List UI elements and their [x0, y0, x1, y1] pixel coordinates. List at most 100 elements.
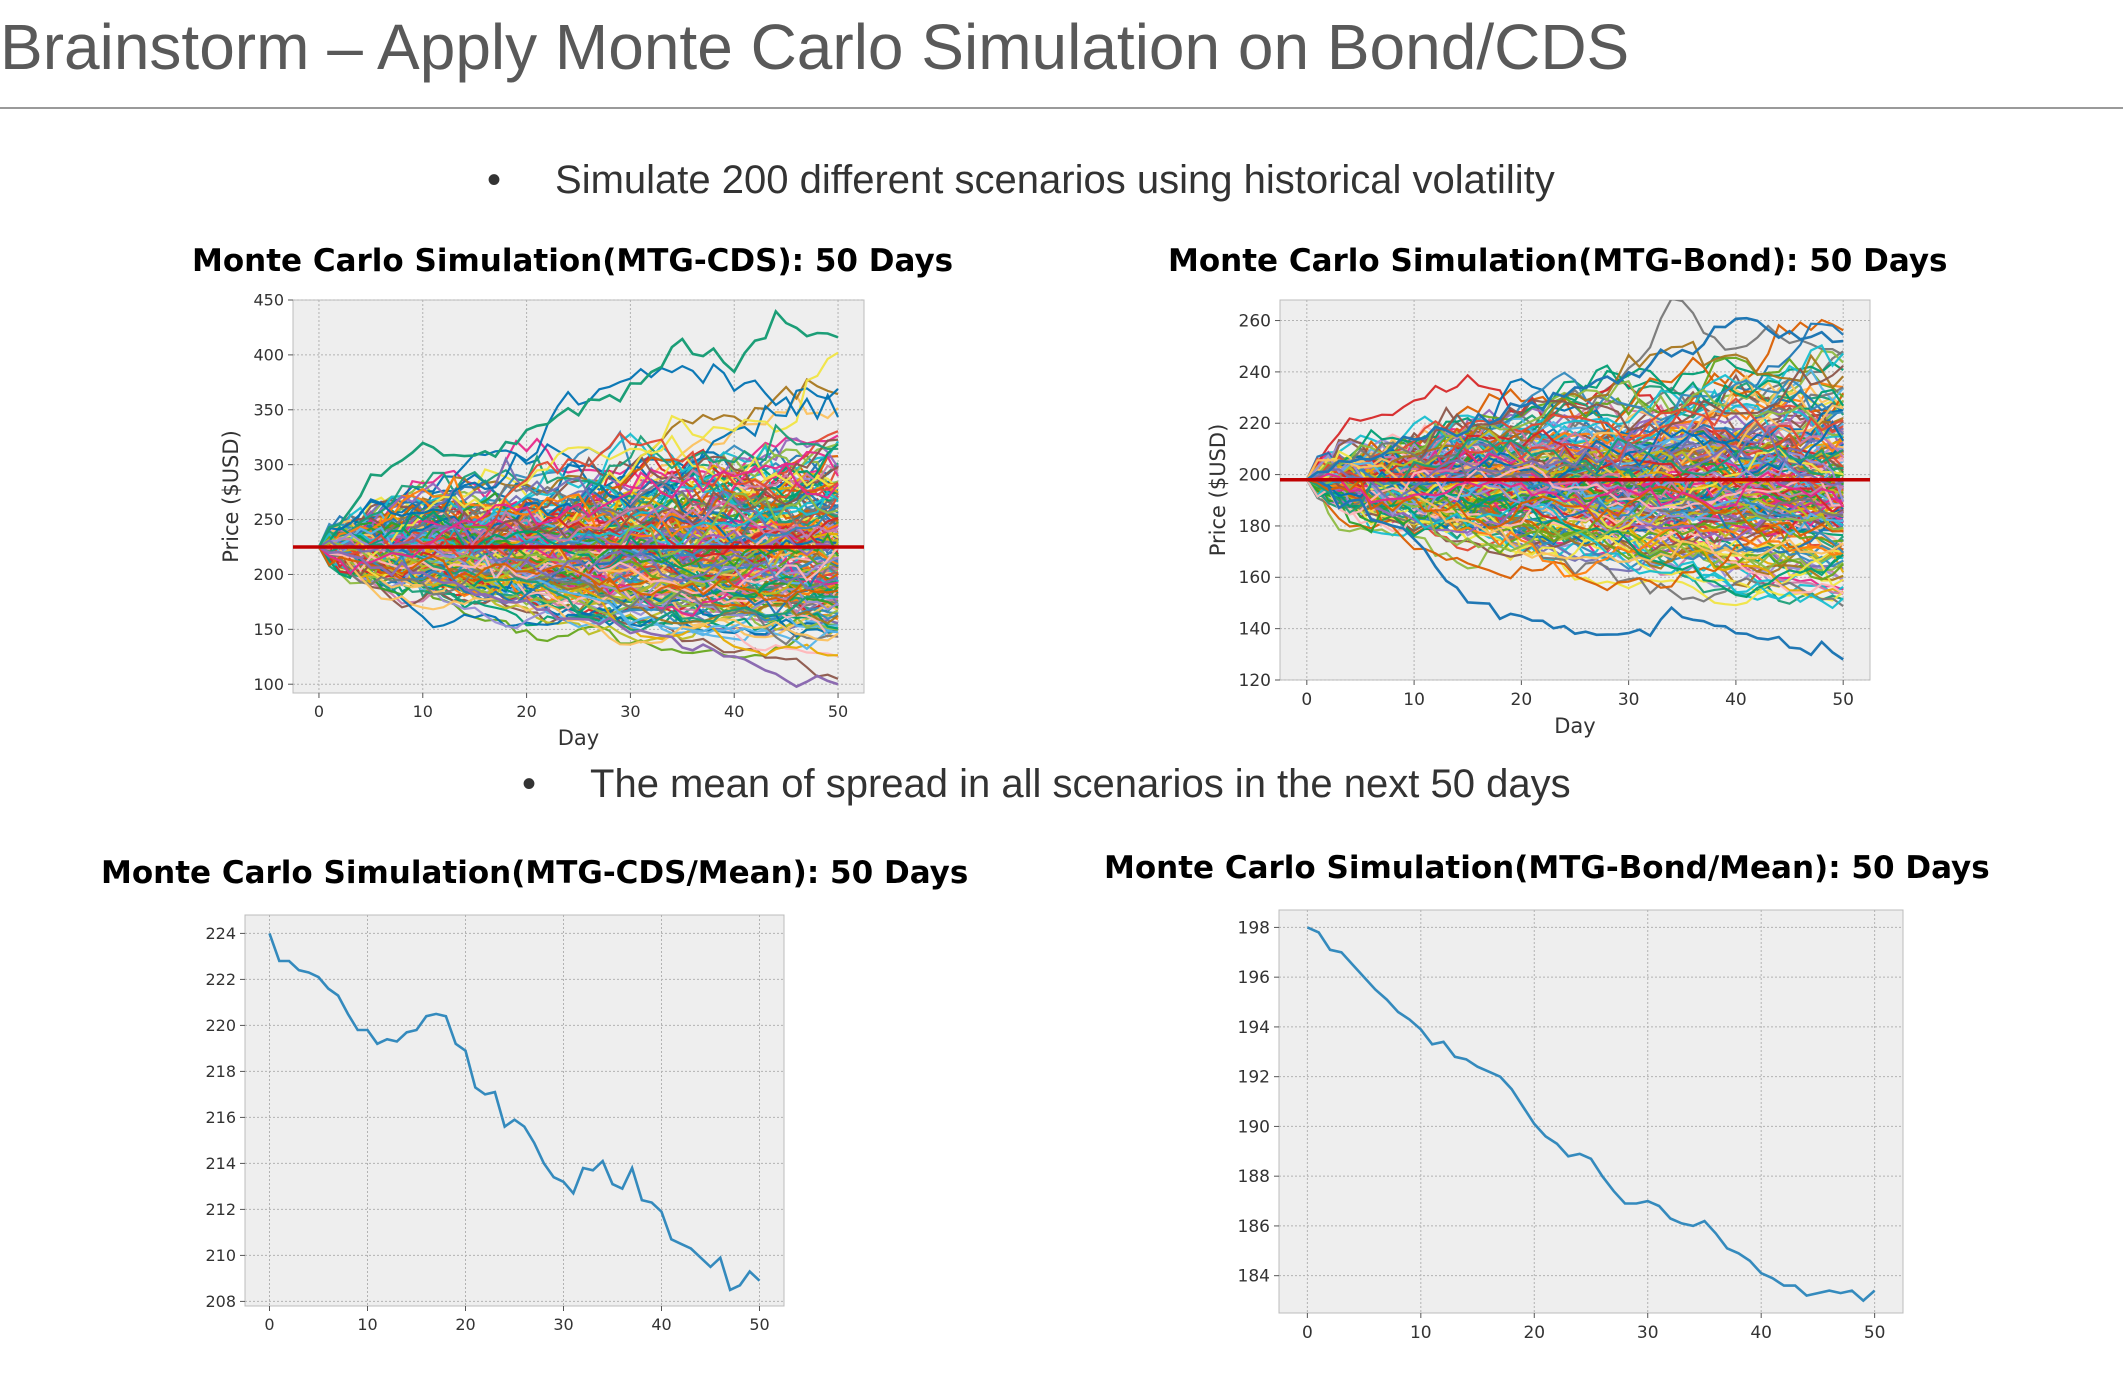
simulation-path	[318, 503, 839, 586]
simulation-path	[1305, 473, 1844, 532]
simulation-path	[318, 490, 839, 567]
highlight-path	[318, 545, 839, 689]
simulation-path	[318, 546, 839, 608]
simulation-path	[318, 520, 839, 579]
series-group	[293, 308, 864, 689]
y-tick-label: 198	[1238, 918, 1270, 938]
y-tick-label: 222	[205, 970, 236, 989]
simulation-path	[1305, 479, 1844, 599]
simulation-path	[1306, 380, 1844, 481]
simulation-path	[318, 518, 839, 590]
simulation-path	[318, 482, 839, 568]
simulation-path	[318, 531, 839, 605]
simulation-path	[318, 545, 839, 642]
simulation-path	[318, 520, 839, 594]
simulation-path	[318, 502, 839, 567]
simulation-path	[1306, 475, 1844, 520]
simulation-path	[318, 518, 839, 630]
x-tick-label: 30	[620, 702, 640, 721]
simulation-path	[1306, 470, 1844, 571]
simulation-path	[318, 536, 839, 606]
simulation-path	[318, 516, 839, 592]
simulation-path	[1306, 471, 1844, 536]
simulation-path	[1306, 407, 1844, 510]
simulation-path	[1305, 478, 1844, 547]
simulation-path	[318, 537, 839, 610]
simulation-path	[318, 498, 839, 563]
simulation-path	[318, 448, 839, 548]
simulation-path	[1306, 477, 1844, 581]
simulation-path	[318, 502, 839, 590]
simulation-path	[1306, 478, 1844, 542]
simulation-path	[1306, 448, 1845, 515]
simulation-path	[318, 479, 839, 549]
simulation-path	[1306, 420, 1845, 501]
simulation-path	[1306, 300, 1844, 488]
simulation-path	[1306, 415, 1844, 532]
simulation-path	[318, 469, 839, 575]
simulation-path	[1306, 441, 1844, 521]
simulation-path	[318, 362, 839, 548]
simulation-path	[318, 531, 839, 598]
simulation-path	[318, 524, 839, 609]
simulation-path	[1306, 473, 1844, 519]
plot-area	[292, 299, 865, 694]
simulation-path	[318, 512, 839, 573]
simulation-path	[1306, 478, 1844, 559]
simulation-path	[1306, 477, 1844, 591]
x-axis-label: Day	[1554, 714, 1595, 738]
x-tick-label: 30	[1637, 1323, 1659, 1343]
simulation-path	[318, 490, 839, 567]
y-tick-label: 220	[1239, 414, 1271, 434]
simulation-path	[318, 438, 839, 549]
simulation-path	[1306, 461, 1844, 534]
simulation-path	[318, 545, 839, 610]
simulation-path	[1306, 442, 1845, 521]
simulation-path	[1306, 437, 1844, 514]
simulation-path	[318, 529, 839, 576]
simulation-path	[318, 479, 839, 555]
simulation-path	[318, 529, 839, 592]
simulation-path	[318, 523, 839, 567]
y-tick-label: 300	[253, 455, 284, 474]
simulation-path	[318, 516, 839, 578]
simulation-path	[318, 518, 839, 618]
simulation-path	[1306, 439, 1845, 528]
simulation-path	[1306, 399, 1845, 487]
simulation-path	[1306, 473, 1844, 559]
simulation-path	[1306, 391, 1844, 492]
simulation-path	[318, 498, 839, 567]
simulation-path	[319, 503, 839, 572]
y-tick-label: 216	[205, 1108, 236, 1127]
x-tick-label: 0	[314, 702, 324, 721]
simulation-path	[1306, 447, 1844, 506]
simulation-path	[1305, 460, 1844, 506]
simulation-path	[318, 468, 839, 588]
simulation-path	[1306, 397, 1844, 481]
simulation-path	[318, 462, 839, 556]
simulation-path	[318, 516, 839, 607]
simulation-path	[318, 471, 839, 551]
simulation-path	[1306, 424, 1844, 481]
simulation-path	[1305, 478, 1844, 539]
simulation-path	[1306, 471, 1844, 607]
simulation-path	[318, 456, 839, 548]
simulation-path	[318, 504, 839, 575]
simulation-path	[1306, 478, 1844, 601]
y-tick-label: 240	[1239, 363, 1271, 383]
bullet-text: Simulate 200 different scenarios using h…	[555, 158, 1555, 202]
simulation-path	[1306, 461, 1844, 588]
simulation-path	[1306, 475, 1844, 533]
x-tick-label: 0	[1302, 1323, 1313, 1343]
simulation-path	[1306, 380, 1844, 513]
simulation-path	[1306, 468, 1844, 537]
simulation-path	[318, 541, 839, 646]
simulation-path	[318, 451, 839, 553]
simulation-path	[318, 523, 839, 586]
simulation-path	[318, 472, 839, 563]
simulation-path	[318, 535, 839, 598]
simulation-path	[1306, 439, 1844, 490]
x-tick-label: 40	[724, 702, 744, 721]
simulation-path	[1306, 474, 1844, 553]
simulation-path	[318, 450, 839, 569]
